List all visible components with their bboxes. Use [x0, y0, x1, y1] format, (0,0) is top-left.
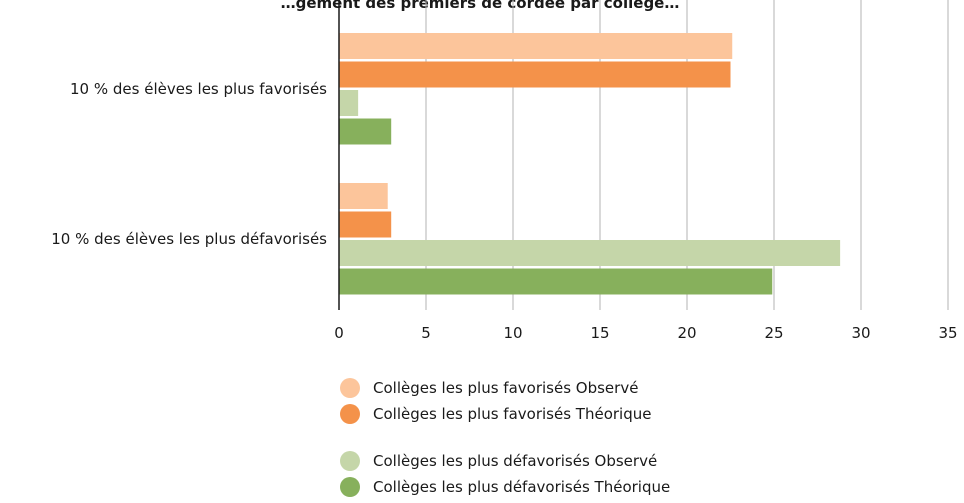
bar	[339, 61, 731, 88]
x-tick-label: 10	[503, 324, 522, 342]
bar	[339, 268, 773, 295]
legend-label: Collèges les plus défavorisés Théorique	[373, 478, 670, 496]
x-tick-label: 5	[421, 324, 431, 342]
category-label: 10 % des élèves les plus défavorisés	[51, 230, 327, 248]
x-tick-label: 15	[590, 324, 609, 342]
bar	[339, 211, 392, 238]
legend-label: Collèges les plus défavorisés Observé	[373, 452, 657, 470]
legend-swatch	[340, 451, 360, 471]
legend-swatch	[340, 477, 360, 497]
x-tick-label: 35	[938, 324, 957, 342]
legend-label: Collèges les plus favorisés Théorique	[373, 405, 651, 423]
legend-label: Collèges les plus favorisés Observé	[373, 379, 638, 397]
legend-swatch	[340, 378, 360, 398]
bar	[339, 240, 841, 266]
x-tick-label: 30	[851, 324, 870, 342]
legend-swatch	[340, 404, 360, 424]
bar	[339, 33, 733, 59]
x-tick-label: 25	[764, 324, 783, 342]
bar	[339, 118, 392, 145]
bar	[339, 90, 359, 116]
x-tick-label: 20	[677, 324, 696, 342]
bar	[339, 183, 388, 209]
category-label: 10 % des élèves les plus favorisés	[70, 80, 327, 98]
x-tick-label: 0	[334, 324, 344, 342]
chart-title: …gement des premiers de cordée par collè…	[281, 0, 680, 12]
